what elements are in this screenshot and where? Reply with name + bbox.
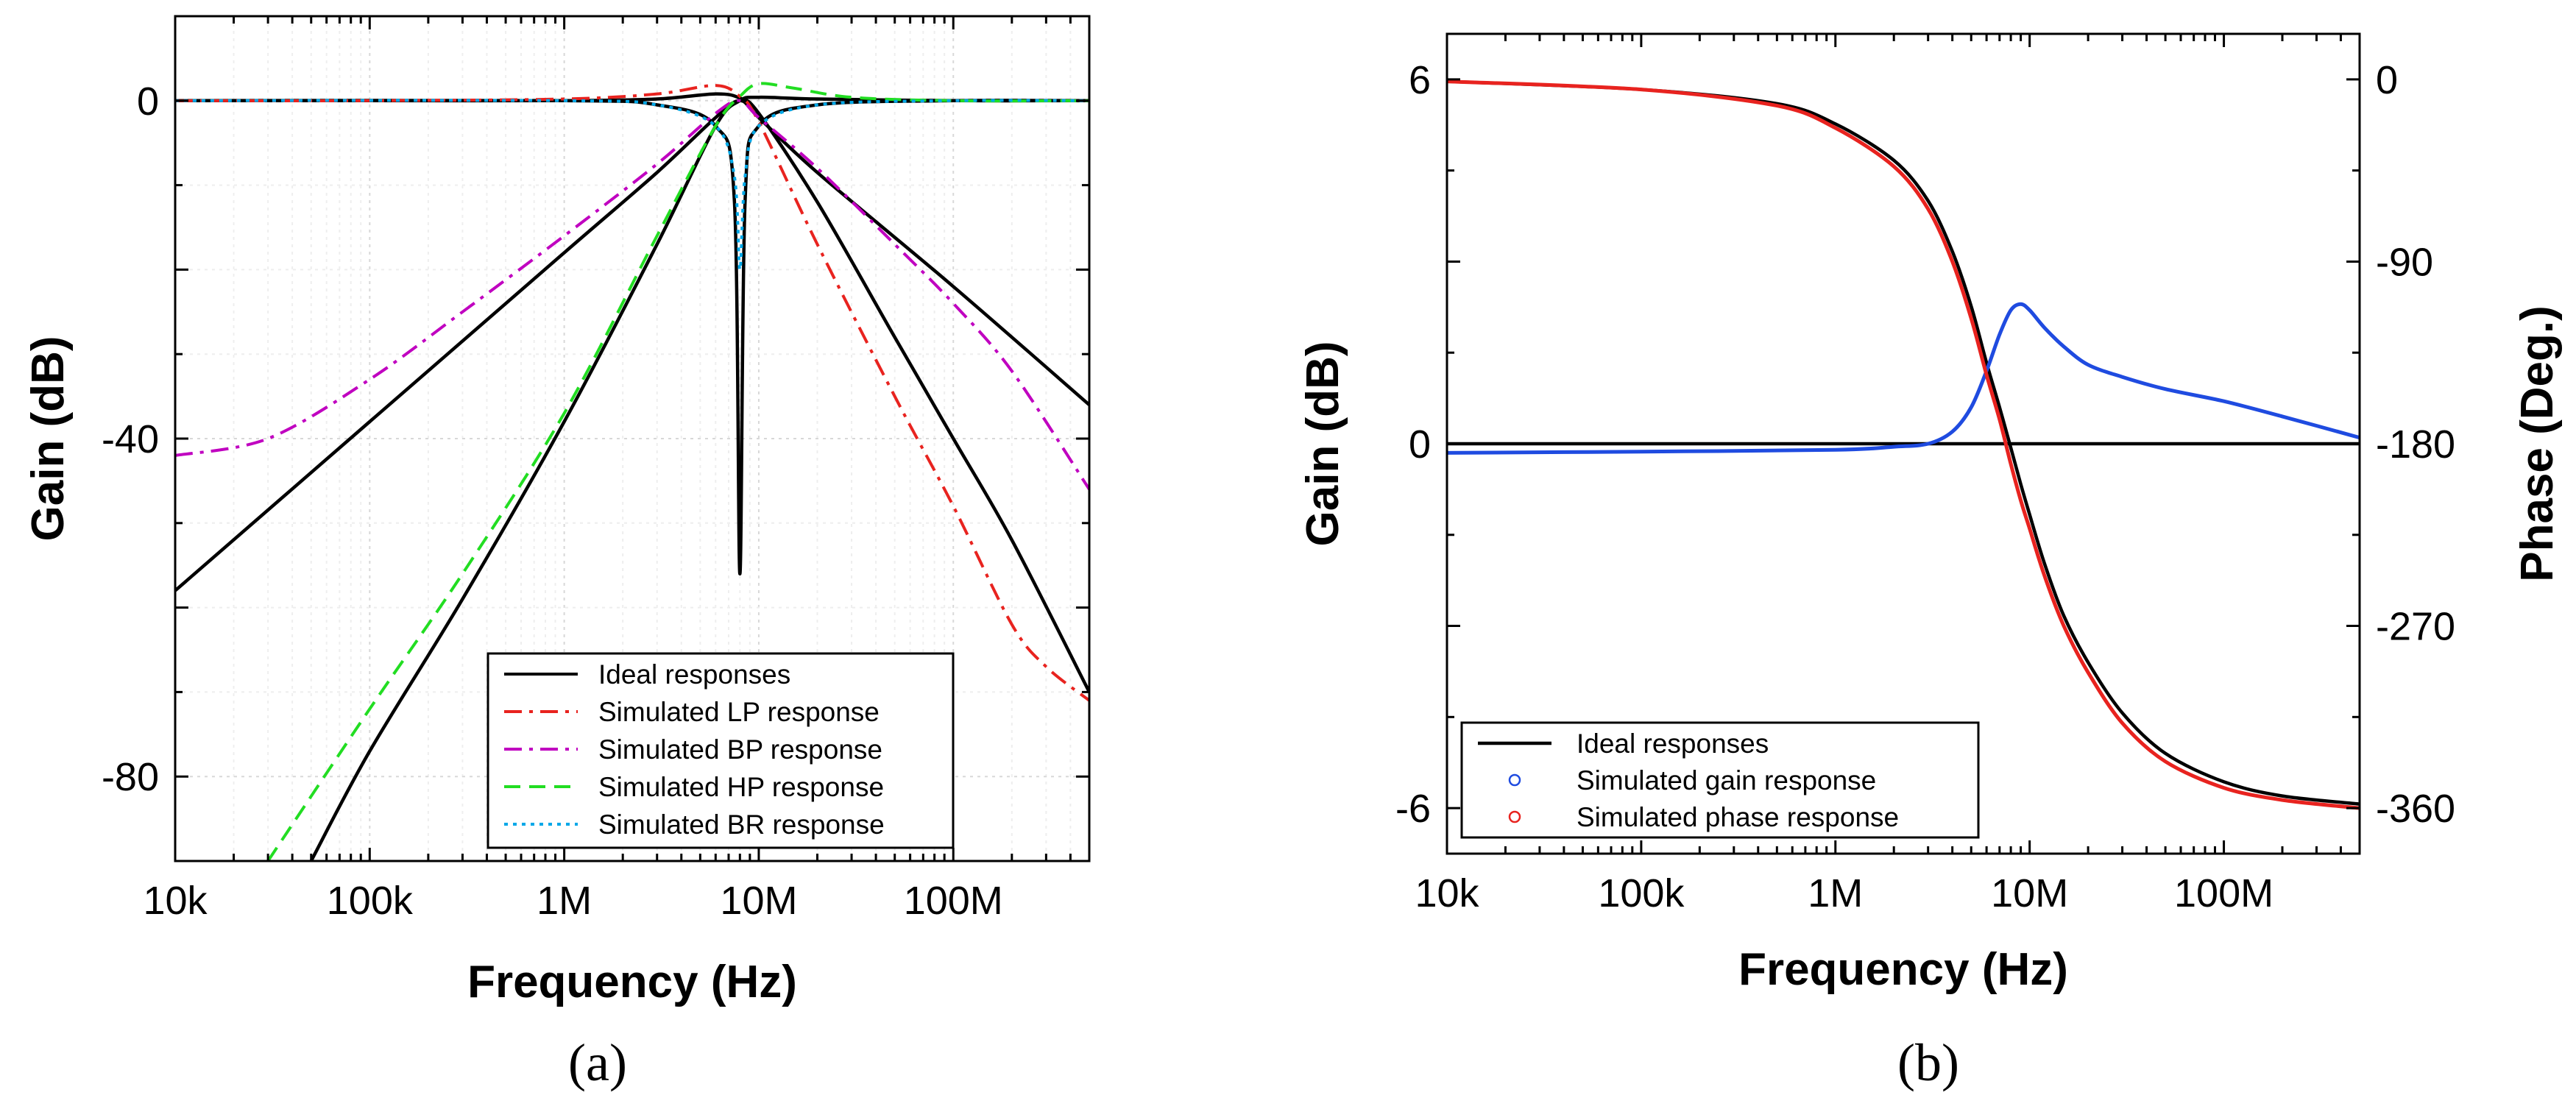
y-tick-label: -6 — [1395, 787, 1431, 831]
legend-entry: Simulated phase response — [1577, 802, 1899, 832]
y2-tick-label: -360 — [2376, 787, 2455, 831]
x-tick-label: 1M — [537, 879, 592, 923]
series-line-simulated-hp-response — [266, 82, 1089, 861]
x-tick-label: 100k — [1598, 871, 1685, 915]
panel-b-legend: Ideal responses Simulated gain response Si… — [1460, 721, 1980, 839]
series-line-ideal-phase — [1447, 79, 2360, 806]
series-line-simulated-gain-response — [1447, 302, 2360, 455]
legend-marker — [1508, 773, 1521, 787]
panel-b: 10k 100k 1M 10M 100M 6 0 -6 0 -90 -180 -270 -360 Ide… — [1298, 32, 2563, 1092]
panel-b-y-axis-label: Gain (dB) — [1298, 341, 1348, 547]
panel-b-y2-axis-label: Phase (Deg.) — [2512, 305, 2563, 582]
legend-entry: Ideal responses — [598, 659, 790, 690]
legend-entry: Simulated LP response — [598, 697, 880, 727]
y2-tick-label: -270 — [2376, 605, 2455, 649]
y-tick-label: -40 — [102, 417, 159, 461]
series-line-simulated-br-response — [175, 99, 1089, 272]
x-tick-label: 10M — [1991, 871, 2068, 915]
panel-a-x-axis-label: Frequency (Hz) — [467, 957, 797, 1007]
x-tick-label: 10k — [1415, 871, 1479, 915]
y2-tick-label: 0 — [2376, 58, 2398, 102]
y-tick-label: 0 — [137, 79, 159, 124]
legend-entry: Simulated BP response — [598, 734, 882, 765]
panel-a-ticks: 10k 100k 1M 10M 100M 0 -40 -80 — [102, 15, 1091, 923]
x-tick-label: 1M — [1808, 871, 1863, 915]
legend-entry: Simulated gain response — [1577, 765, 1876, 796]
legend-entry: Simulated HP response — [598, 772, 884, 802]
series-line-simulated-phase-response — [1447, 79, 2360, 810]
panel-a: 10k 100k 1M 10M 100M 0 -40 -80 Ideal responses S… — [23, 15, 1091, 1092]
y-tick-label: 6 — [1409, 58, 1431, 102]
panel-a-legend: Ideal responses Simulated LP response Simu… — [486, 652, 955, 849]
series-line-simulated-bp-response — [175, 99, 1089, 490]
x-tick-label: 100M — [2174, 871, 2274, 915]
y2-tick-label: -90 — [2376, 240, 2433, 284]
legend-marker — [1508, 810, 1521, 823]
legend-entry: Ideal responses — [1577, 729, 1769, 759]
x-tick-label: 10M — [720, 879, 797, 923]
panel-b-caption: (b) — [1897, 1033, 1959, 1092]
panel-b-series — [1447, 79, 2360, 810]
x-tick-label: 100M — [904, 879, 1003, 923]
series-line-ideal-BP — [175, 99, 1089, 592]
series-line-simulated-lp-response — [175, 84, 1089, 702]
y-tick-label: -80 — [102, 755, 159, 799]
y-tick-label: 0 — [1409, 422, 1431, 467]
panel-a-series — [175, 82, 1089, 861]
y2-tick-label: -180 — [2376, 422, 2455, 467]
x-tick-label: 100k — [327, 879, 414, 923]
legend-entry: Simulated BR response — [598, 809, 885, 840]
x-tick-label: 10k — [143, 879, 208, 923]
panel-a-caption: (a) — [568, 1033, 627, 1092]
panel-b-ticks: 10k 100k 1M 10M 100M 6 0 -6 0 -90 -180 -270 -360 — [1395, 34, 2455, 915]
panel-b-x-axis-label: Frequency (Hz) — [1738, 944, 2068, 995]
panel-a-y-axis-label: Gain (dB) — [23, 336, 74, 542]
